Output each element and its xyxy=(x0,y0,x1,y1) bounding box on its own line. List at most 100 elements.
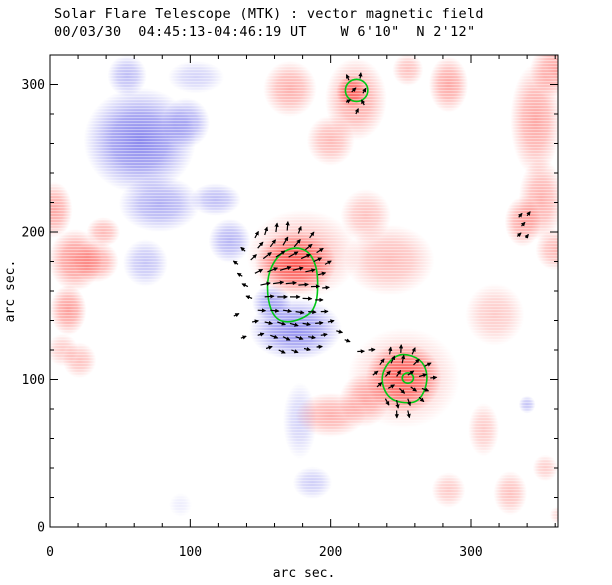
vector-arrow xyxy=(410,386,417,392)
vector-arrow xyxy=(354,108,359,115)
vector-arrow xyxy=(254,230,259,239)
vector-arrow xyxy=(390,355,396,364)
scanline-overlay xyxy=(50,55,558,527)
vector-arrow xyxy=(269,239,276,248)
vector-arrow xyxy=(282,308,293,314)
vector-arrow xyxy=(411,347,416,355)
vector-arrow xyxy=(289,322,299,327)
y-tick-label: 100 xyxy=(22,373,45,388)
vector-arrow xyxy=(302,321,311,327)
x-tick-label: 300 xyxy=(459,545,482,560)
vector-arrow xyxy=(245,295,253,300)
vector-arrow xyxy=(518,212,523,218)
y-axis-label: arc sec. xyxy=(3,260,18,323)
vector-arrow xyxy=(345,74,350,81)
vector-arrow xyxy=(406,410,411,419)
vector-arrow xyxy=(345,99,352,104)
vector-arrow xyxy=(250,254,257,261)
vector-arrow xyxy=(254,268,264,274)
vector-arrow xyxy=(251,319,260,324)
vector-arrow xyxy=(275,250,286,258)
x-tick-label: 0 xyxy=(46,545,54,560)
vector-arrow xyxy=(313,257,323,263)
vector-arrow xyxy=(360,99,366,106)
vector-arrow xyxy=(376,382,383,388)
vector-arrow xyxy=(295,310,305,315)
vector-arrow xyxy=(421,387,430,392)
vector-arrow xyxy=(526,211,531,217)
vector-arrow xyxy=(303,347,311,352)
vector-arrow xyxy=(273,280,285,285)
vector-arrow xyxy=(277,321,286,326)
vector-arrow xyxy=(279,265,292,271)
vector-arrow xyxy=(233,313,240,318)
vector-arrow xyxy=(257,332,265,337)
vector-arrow xyxy=(262,252,272,260)
vector-arrow xyxy=(267,267,279,273)
vector-arrow xyxy=(263,226,269,236)
vector-arrow xyxy=(418,396,425,403)
vector-arrow xyxy=(236,272,243,278)
vector-arrow xyxy=(264,294,275,299)
vector-arrow xyxy=(297,225,302,234)
vector-arrow xyxy=(317,271,327,276)
vector-layer xyxy=(232,72,531,419)
vector-arrow xyxy=(384,398,390,406)
vector-arrow xyxy=(292,266,304,271)
vector-arrow xyxy=(305,268,316,273)
plot-subtitle: 00/03/30 04:45:13-04:46:19 UT W 6'10" N … xyxy=(54,24,476,40)
green-contour xyxy=(401,372,415,384)
vector-arrow xyxy=(278,349,286,354)
vector-arrow xyxy=(379,358,385,366)
vector-arrow xyxy=(315,320,324,326)
vector-arrow xyxy=(241,283,249,288)
vector-arrow xyxy=(316,344,323,349)
vector-arrow xyxy=(336,329,344,334)
vector-arrow xyxy=(270,308,280,313)
vector-arrow xyxy=(324,260,332,265)
vector-arrow xyxy=(285,220,290,231)
vector-arrow xyxy=(305,243,313,251)
vector-arrow xyxy=(291,349,299,354)
tick-layer xyxy=(49,54,558,528)
vector-arrow xyxy=(400,354,406,364)
green-contour xyxy=(344,78,369,103)
vector-arrow xyxy=(413,358,420,366)
vector-arrow xyxy=(264,320,274,326)
vector-arrow xyxy=(430,375,438,380)
vector-arrow xyxy=(282,336,291,341)
green-contour xyxy=(266,247,319,323)
vector-arrow xyxy=(524,233,529,239)
vector-arrow xyxy=(295,335,304,341)
vector-arrow xyxy=(300,253,311,260)
vector-arrow xyxy=(424,362,432,367)
vector-arrow xyxy=(293,239,301,248)
vector-arrow xyxy=(396,369,402,377)
vector-arrow xyxy=(344,338,351,343)
vector-arrow xyxy=(387,384,396,389)
vector-arrow xyxy=(520,221,526,227)
vector-arrow xyxy=(309,231,315,239)
vector-arrow xyxy=(316,247,324,254)
vector-arrow xyxy=(320,332,328,337)
vector-arrow xyxy=(257,308,267,313)
vector-arrow xyxy=(232,260,239,265)
vector-arrow xyxy=(406,398,412,407)
vector-arrow xyxy=(260,281,271,286)
vector-arrow xyxy=(308,309,317,315)
y-tick-label: 0 xyxy=(37,521,45,536)
x-tick-label: 200 xyxy=(319,545,342,560)
vector-arrow xyxy=(384,370,391,377)
vector-arrow xyxy=(257,241,264,249)
y-tick-label: 200 xyxy=(22,226,45,241)
vector-arrow xyxy=(282,236,289,246)
vector-arrow xyxy=(322,285,330,290)
vector-arrow xyxy=(407,370,415,376)
vector-arrow xyxy=(298,282,309,287)
vector-arrow xyxy=(240,335,247,340)
vector-arrow xyxy=(395,399,400,409)
vector-arrow xyxy=(274,222,279,233)
vector-arrow xyxy=(288,251,299,258)
